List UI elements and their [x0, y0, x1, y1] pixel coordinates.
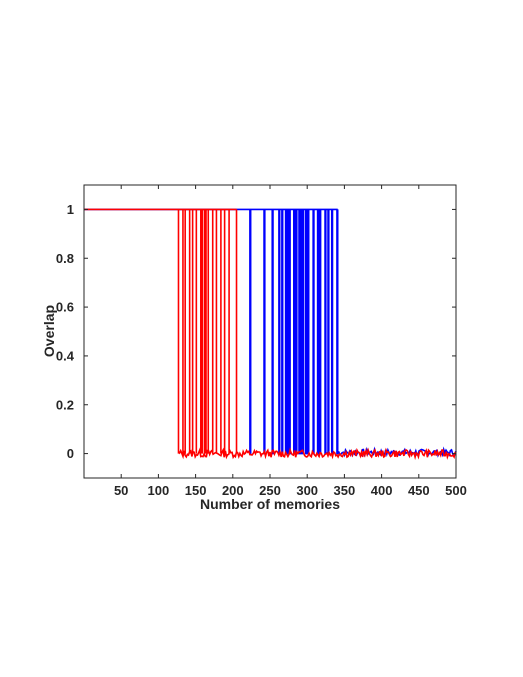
x-axis-label: Number of memories: [200, 496, 340, 512]
x-tick-label: 300: [296, 483, 318, 498]
x-tick-label: 450: [408, 483, 430, 498]
y-axis-label: Overlap: [41, 305, 57, 357]
x-tick-label: 250: [259, 483, 281, 498]
y-tick-label: 0.6: [56, 300, 74, 315]
x-tick-label: 400: [371, 483, 393, 498]
y-tick-label: 0.8: [56, 251, 74, 266]
x-tick-label: 500: [445, 483, 467, 498]
y-tick-label: 0.4: [56, 348, 75, 363]
x-ticks: 50 100 150 200 250 300 350 400 450 500: [114, 185, 467, 498]
series-red-line: [84, 208, 457, 461]
series-layer: [84, 208, 457, 461]
x-tick-label: 150: [185, 483, 207, 498]
x-tick-label: 100: [148, 483, 170, 498]
y-tick-label: 0: [67, 446, 74, 461]
x-tick-label: 200: [222, 483, 244, 498]
y-tick-label: 1: [67, 202, 74, 217]
x-tick-label: 50: [114, 483, 128, 498]
plot-area: [84, 185, 456, 478]
x-tick-label: 350: [334, 483, 356, 498]
y-tick-label: 0.2: [56, 397, 74, 412]
y-ticks: 0 0.2 0.4 0.6 0.8 1: [56, 202, 456, 461]
